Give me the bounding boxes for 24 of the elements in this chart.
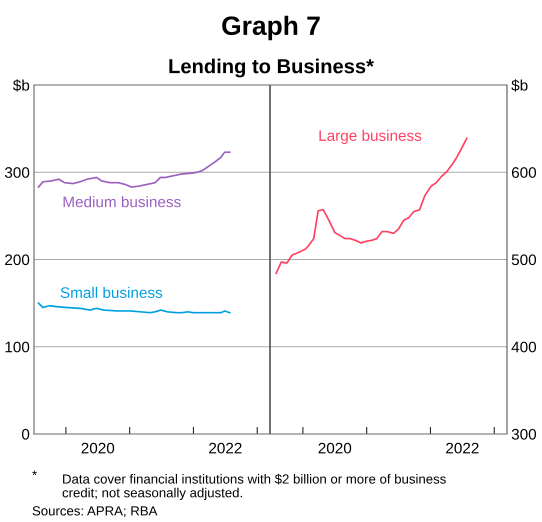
text: Data cover financial institutions with $2 billion or more of business credit; not seasonally adjusted. — [62, 474, 446, 500]
source-note: Sources: APRA; RBA — [32, 506, 158, 518]
text: * — [32, 470, 37, 476]
chart-title: Graph 7 — [222, 16, 320, 40]
chart-subtitle: Lending to Business* — [169, 58, 374, 78]
y2-tick-label: 600 — [512, 167, 536, 178]
line-series — [38, 302, 231, 314]
y2-tick-label: $b — [511, 79, 528, 92]
x-tick-label: 2022 — [209, 442, 242, 454]
y2-tick-label: 400 — [512, 342, 536, 352]
x-tick-label: 2020 — [82, 442, 114, 454]
series-label: Medium business — [64, 196, 181, 208]
y-tick-label: 200 — [5, 254, 30, 266]
y-tick-label: 100 — [6, 342, 30, 352]
x-tick-label: 2022 — [446, 442, 479, 454]
text: Large business — [319, 130, 422, 144]
y2-tick-label: 300 — [512, 428, 536, 440]
y-tick-label: 300 — [4, 167, 30, 178]
x-tick-label: 2020 — [318, 442, 352, 454]
y2-tick-label: 500 — [512, 254, 536, 266]
y-tick-label: 0 — [22, 428, 30, 440]
series-label: Small business — [60, 286, 162, 298]
line-series — [38, 151, 231, 188]
y-tick-label: $b — [13, 79, 30, 92]
